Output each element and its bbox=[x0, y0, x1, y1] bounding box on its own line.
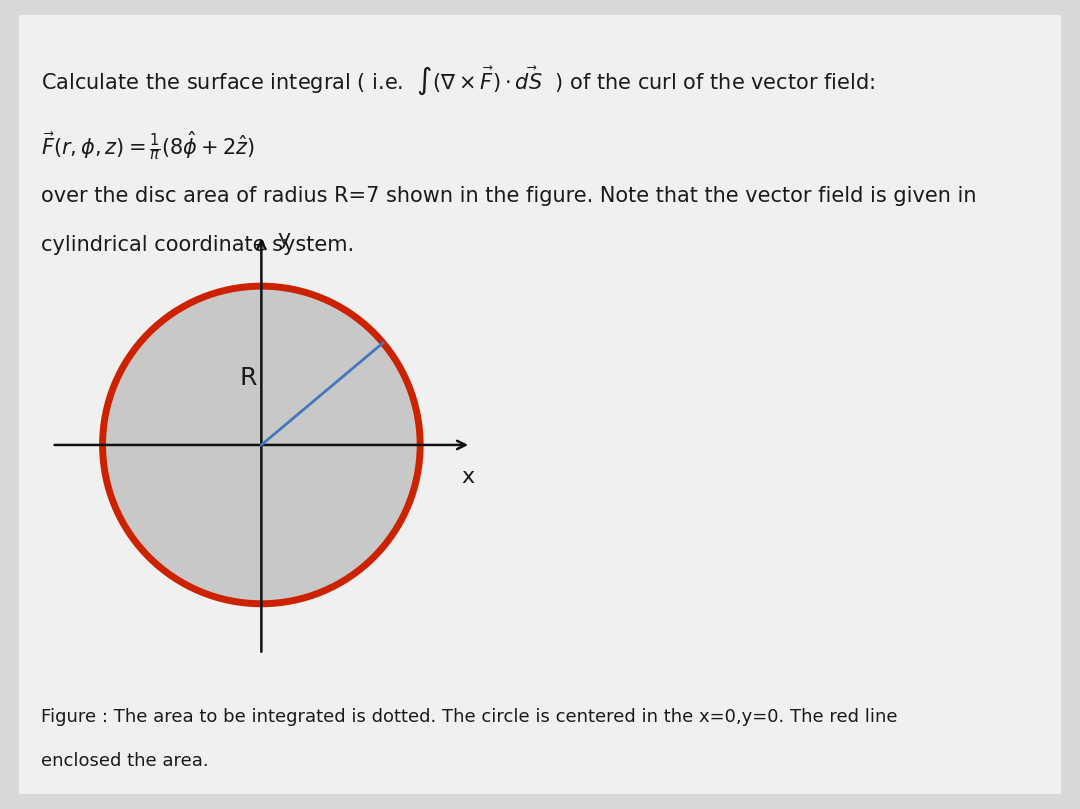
Text: R: R bbox=[240, 366, 257, 390]
Text: x: x bbox=[461, 467, 474, 487]
Text: enclosed the area.: enclosed the area. bbox=[41, 752, 208, 770]
FancyBboxPatch shape bbox=[19, 15, 1061, 794]
Text: over the disc area of radius R=7 shown in the figure. Note that the vector field: over the disc area of radius R=7 shown i… bbox=[41, 186, 976, 206]
Text: Calculate the surface integral ( i.e.  $\int(\nabla \times \vec{F}) \cdot \vec{d: Calculate the surface integral ( i.e. $\… bbox=[41, 65, 875, 97]
Text: Figure : The area to be integrated is dotted. The circle is centered in the x=0,: Figure : The area to be integrated is do… bbox=[41, 708, 897, 726]
Text: $\vec{F}(r, \phi, z) = \frac{1}{\pi}(8\hat{\phi} + 2\hat{z})$: $\vec{F}(r, \phi, z) = \frac{1}{\pi}(8\h… bbox=[41, 129, 255, 163]
Text: cylindrical coordinate system.: cylindrical coordinate system. bbox=[41, 235, 354, 255]
Circle shape bbox=[103, 286, 420, 604]
Text: y: y bbox=[278, 228, 291, 248]
